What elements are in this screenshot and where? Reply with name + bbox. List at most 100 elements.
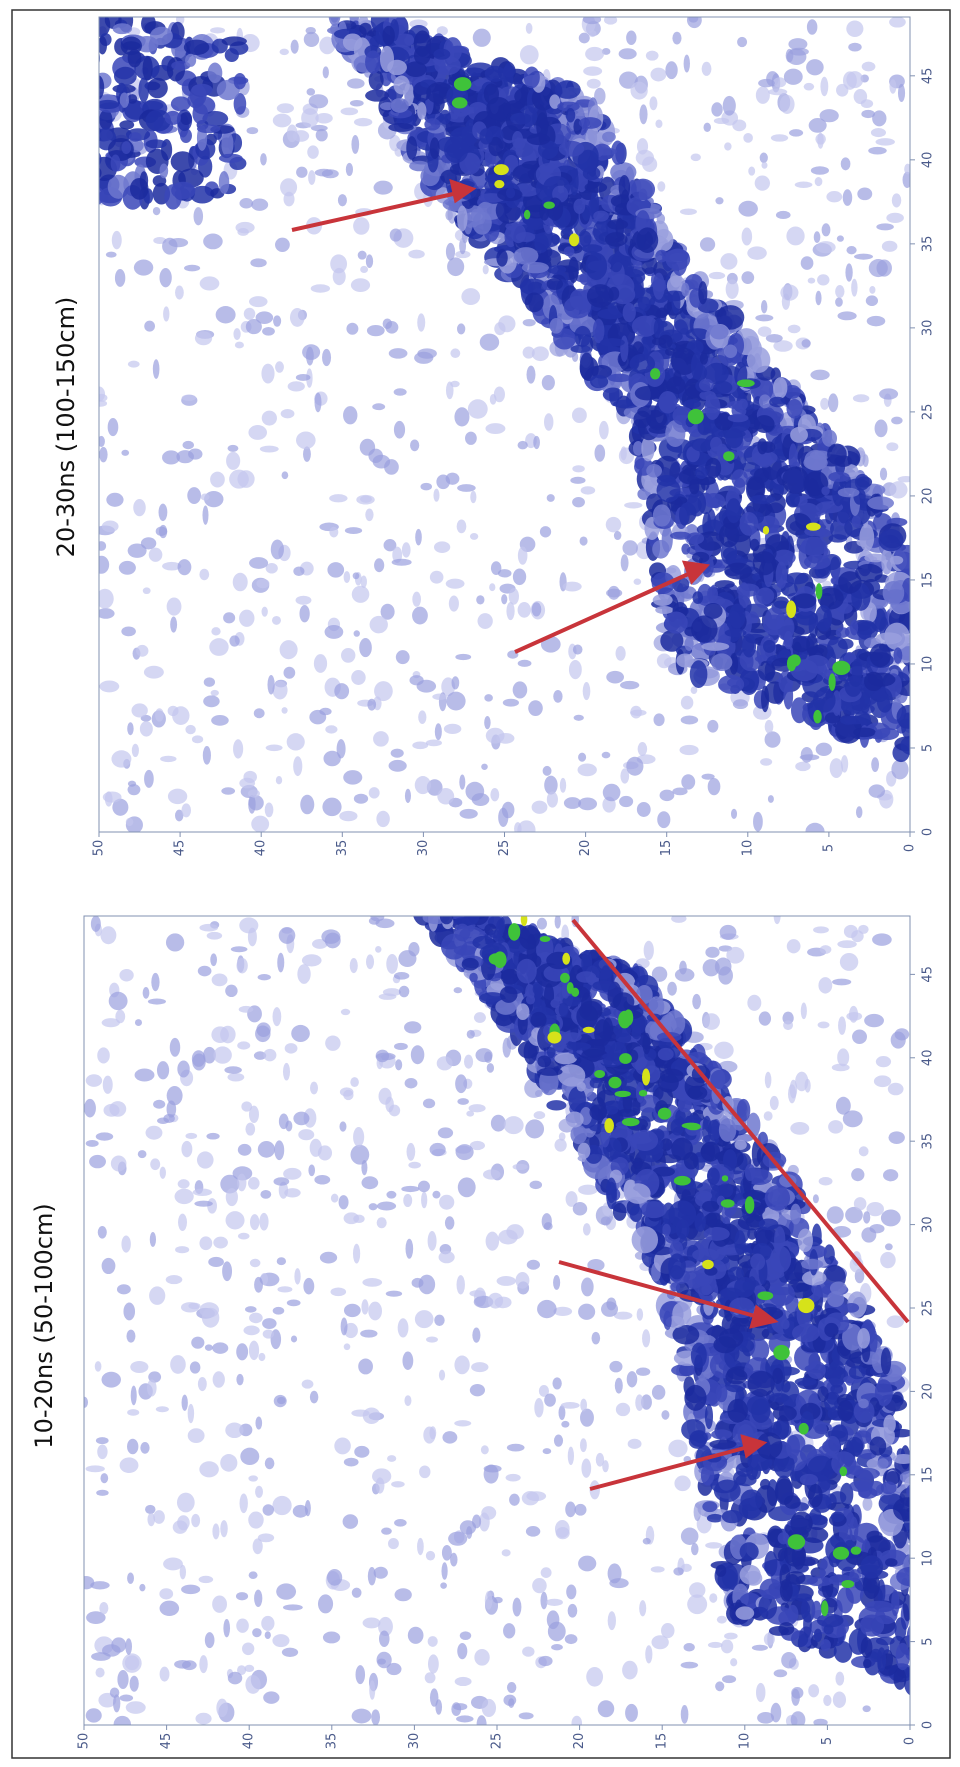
noise xyxy=(481,764,488,770)
blob xyxy=(365,90,389,102)
noise xyxy=(642,1329,650,1347)
noise xyxy=(457,1098,469,1105)
noise xyxy=(886,442,898,451)
noise xyxy=(250,258,266,267)
noise xyxy=(801,256,814,270)
noise xyxy=(369,787,380,798)
noise xyxy=(445,210,453,221)
noise xyxy=(272,616,281,625)
blob xyxy=(861,1637,873,1658)
blob xyxy=(671,1364,697,1376)
blob xyxy=(695,467,707,480)
noise xyxy=(657,181,665,191)
noise xyxy=(620,681,639,690)
noise xyxy=(504,1116,524,1134)
noise xyxy=(635,1394,643,1411)
noise xyxy=(491,1115,506,1132)
noise xyxy=(314,654,327,673)
blob xyxy=(853,728,876,738)
noise xyxy=(816,241,836,253)
blob xyxy=(57,137,79,150)
noise xyxy=(457,1643,467,1659)
noise xyxy=(724,142,731,150)
noise xyxy=(99,1602,108,1614)
noise xyxy=(363,1618,381,1629)
noise xyxy=(802,339,811,348)
blob xyxy=(940,1654,957,1668)
noise xyxy=(637,138,648,154)
blob xyxy=(78,142,95,161)
noise xyxy=(606,517,621,533)
noise xyxy=(876,223,893,230)
blob xyxy=(484,83,499,104)
noise xyxy=(394,388,407,396)
noise xyxy=(394,1043,408,1050)
noise xyxy=(891,417,902,425)
blob xyxy=(709,1439,736,1449)
noise xyxy=(805,823,824,840)
noise xyxy=(256,579,269,588)
noise xyxy=(525,1119,544,1138)
noise xyxy=(838,311,857,320)
noise xyxy=(221,787,235,794)
noise xyxy=(159,525,167,538)
noise xyxy=(756,87,770,104)
blob xyxy=(773,377,787,399)
noise xyxy=(765,731,781,747)
noise xyxy=(262,607,268,617)
noise xyxy=(681,715,698,724)
noise xyxy=(862,454,868,467)
noise xyxy=(578,1304,595,1320)
noise xyxy=(444,724,461,734)
noise xyxy=(249,1341,259,1361)
noise xyxy=(552,1377,561,1389)
noise xyxy=(541,1567,552,1578)
noise xyxy=(446,692,465,711)
noise xyxy=(191,1337,204,1349)
noise xyxy=(857,187,872,200)
blob xyxy=(876,1637,895,1646)
noise xyxy=(583,682,591,700)
blob xyxy=(317,0,336,6)
noise xyxy=(226,1211,245,1229)
noise xyxy=(708,1642,723,1648)
blob xyxy=(790,427,808,443)
noise xyxy=(360,1330,377,1338)
noise xyxy=(654,713,665,726)
blob xyxy=(834,1641,853,1663)
noise xyxy=(224,1066,241,1074)
noise xyxy=(417,348,437,358)
noise xyxy=(247,127,259,134)
noise xyxy=(361,1160,367,1175)
noise xyxy=(565,1502,576,1518)
noise xyxy=(318,1594,333,1613)
noise xyxy=(160,756,176,762)
noise xyxy=(248,1475,258,1481)
blob xyxy=(930,717,940,744)
blob xyxy=(672,291,681,314)
blob xyxy=(559,141,585,157)
blob xyxy=(652,540,669,559)
heatmap-panel xyxy=(78,876,960,1733)
noise xyxy=(391,1481,405,1487)
noise xyxy=(887,1315,904,1328)
noise xyxy=(354,118,372,127)
noise xyxy=(255,1416,262,1429)
noise xyxy=(708,778,721,795)
blob xyxy=(866,1531,882,1543)
noise xyxy=(133,499,145,516)
blob xyxy=(524,67,540,89)
noise xyxy=(194,207,204,225)
noise xyxy=(249,795,264,810)
noise xyxy=(791,1689,800,1706)
noise xyxy=(585,47,604,61)
noise xyxy=(181,1585,200,1594)
blob xyxy=(722,1510,743,1523)
noise xyxy=(518,602,531,618)
blob xyxy=(751,1399,770,1423)
noise xyxy=(415,1310,434,1328)
noise xyxy=(265,803,274,818)
noise xyxy=(285,1043,298,1053)
hotspot xyxy=(737,379,755,387)
hotspot xyxy=(813,710,821,724)
